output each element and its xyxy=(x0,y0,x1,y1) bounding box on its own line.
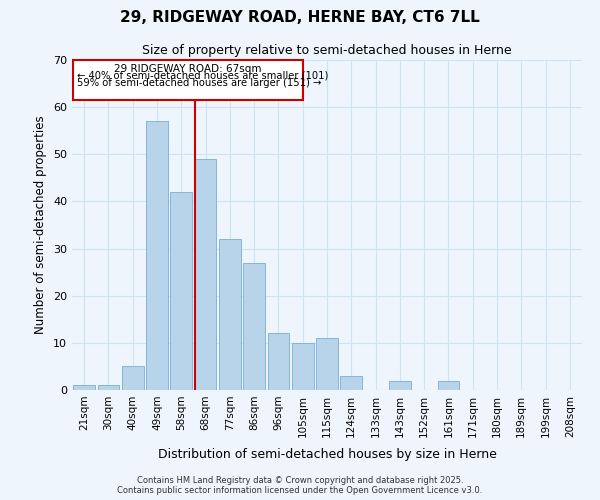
Bar xyxy=(146,122,168,390)
Text: 29 RIDGEWAY ROAD: 67sqm: 29 RIDGEWAY ROAD: 67sqm xyxy=(114,64,262,74)
Bar xyxy=(243,262,265,390)
Text: 29, RIDGEWAY ROAD, HERNE BAY, CT6 7LL: 29, RIDGEWAY ROAD, HERNE BAY, CT6 7LL xyxy=(120,10,480,25)
Bar xyxy=(437,380,460,390)
Bar xyxy=(219,239,241,390)
Bar xyxy=(194,159,217,390)
Text: Contains HM Land Registry data © Crown copyright and database right 2025.
Contai: Contains HM Land Registry data © Crown c… xyxy=(118,476,482,495)
Bar xyxy=(292,343,314,390)
FancyBboxPatch shape xyxy=(73,60,303,100)
Title: Size of property relative to semi-detached houses in Herne: Size of property relative to semi-detach… xyxy=(142,44,512,58)
Y-axis label: Number of semi-detached properties: Number of semi-detached properties xyxy=(34,116,47,334)
Bar xyxy=(389,380,411,390)
Bar xyxy=(97,386,119,390)
Bar xyxy=(316,338,338,390)
Bar xyxy=(340,376,362,390)
Text: 59% of semi-detached houses are larger (151) →: 59% of semi-detached houses are larger (… xyxy=(77,78,321,88)
Bar xyxy=(73,386,95,390)
Text: ← 40% of semi-detached houses are smaller (101): ← 40% of semi-detached houses are smalle… xyxy=(77,71,328,81)
Bar xyxy=(268,334,289,390)
X-axis label: Distribution of semi-detached houses by size in Herne: Distribution of semi-detached houses by … xyxy=(158,448,496,461)
Bar xyxy=(170,192,192,390)
Bar xyxy=(122,366,143,390)
